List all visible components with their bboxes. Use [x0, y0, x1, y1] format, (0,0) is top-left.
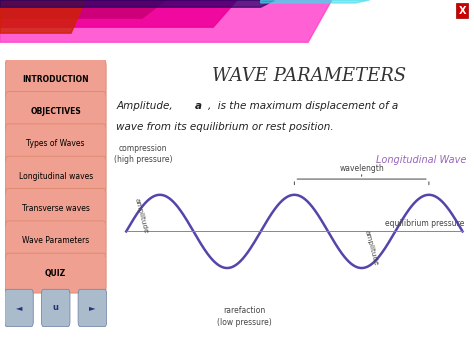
Text: X: X	[458, 6, 466, 16]
Text: amplitude: amplitude	[364, 229, 379, 266]
Text: a: a	[195, 102, 202, 111]
Text: Transverse waves: Transverse waves	[22, 204, 90, 213]
Text: rarefaction
(low pressure): rarefaction (low pressure)	[217, 306, 271, 327]
Polygon shape	[0, 0, 85, 33]
Text: equilibrium pressure: equilibrium pressure	[385, 219, 464, 228]
Text: Amplitude,: Amplitude,	[116, 102, 176, 111]
Text: ,  is the maximum displacement of a: , is the maximum displacement of a	[208, 102, 398, 111]
FancyBboxPatch shape	[5, 59, 106, 99]
Text: INTRODUCTION: INTRODUCTION	[22, 75, 89, 84]
FancyBboxPatch shape	[5, 124, 106, 164]
Text: Types of Waves: Types of Waves	[27, 140, 85, 148]
FancyBboxPatch shape	[78, 289, 107, 327]
Polygon shape	[0, 0, 237, 27]
FancyBboxPatch shape	[5, 289, 33, 327]
FancyBboxPatch shape	[5, 221, 106, 261]
Text: compression
(high pressure): compression (high pressure)	[114, 143, 172, 164]
FancyBboxPatch shape	[5, 189, 106, 228]
Polygon shape	[261, 0, 370, 3]
Text: wavelength: wavelength	[339, 164, 384, 173]
Text: Wave Parameters: Wave Parameters	[22, 236, 89, 245]
Polygon shape	[0, 0, 166, 18]
Text: wave from its equilibrium or rest position.: wave from its equilibrium or rest positi…	[116, 121, 334, 132]
Text: amplitude: amplitude	[134, 198, 149, 235]
Text: ►: ►	[89, 304, 96, 312]
FancyBboxPatch shape	[41, 289, 70, 327]
FancyBboxPatch shape	[5, 253, 106, 293]
FancyBboxPatch shape	[5, 156, 106, 196]
Text: WAVE PARAMETERS: WAVE PARAMETERS	[212, 67, 406, 85]
Text: ◄: ◄	[16, 304, 22, 312]
Text: QUIZ: QUIZ	[45, 269, 66, 278]
Text: Longitudinal waves: Longitudinal waves	[18, 172, 93, 181]
FancyBboxPatch shape	[5, 92, 106, 131]
Text: u: u	[53, 304, 59, 312]
Text: Longitudinal Wave: Longitudinal Wave	[375, 154, 466, 164]
Polygon shape	[0, 0, 275, 7]
Polygon shape	[0, 0, 332, 42]
Text: OBJECTIVES: OBJECTIVES	[30, 107, 81, 116]
